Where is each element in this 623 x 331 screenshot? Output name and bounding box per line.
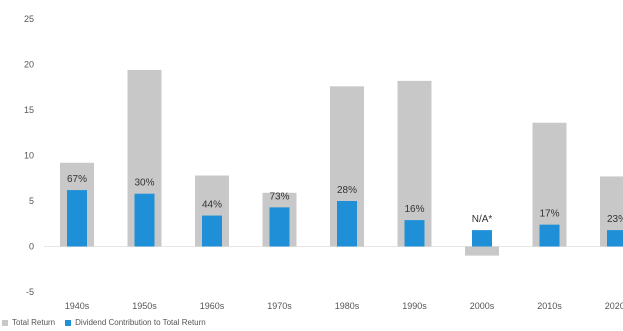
y-tick-label: 25 — [24, 14, 34, 24]
data-label: 73% — [269, 191, 289, 202]
data-label: 17% — [539, 209, 559, 220]
data-label: N/A* — [472, 214, 493, 225]
x-tick-label: 2010s — [537, 301, 562, 311]
bar-dividend — [607, 230, 623, 246]
x-tick-label: 1990s — [402, 301, 427, 311]
x-tick-label: 2000s — [470, 301, 495, 311]
x-tick-label: 1980s — [335, 301, 360, 311]
data-label: 30% — [134, 178, 154, 189]
x-tick-label: 2020s — [605, 301, 623, 311]
legend-label-dividend: Dividend Contribution to Total Return — [75, 318, 206, 327]
data-label: 67% — [67, 174, 87, 185]
legend: Total Return Dividend Contribution to To… — [2, 318, 216, 327]
y-tick-label: -5 — [26, 287, 34, 297]
bar-dividend — [472, 230, 492, 246]
x-tick-label: 1950s — [132, 301, 157, 311]
y-tick-label: 5 — [29, 196, 34, 206]
bar-dividend — [337, 201, 357, 247]
x-tick-label: 1970s — [267, 301, 292, 311]
bar-dividend — [135, 194, 155, 247]
legend-swatch-dividend — [65, 320, 71, 326]
bar-dividend — [67, 190, 87, 246]
y-tick-label: 0 — [29, 242, 34, 252]
data-label: 23% — [607, 214, 623, 225]
legend-item-total-return: Total Return — [2, 318, 55, 327]
legend-swatch-total-return — [2, 320, 8, 326]
legend-label-total-return: Total Return — [12, 318, 55, 327]
x-tick-label: 1960s — [200, 301, 225, 311]
bar-total-return — [465, 247, 499, 256]
y-tick-label: 10 — [24, 151, 34, 161]
y-axis-ticks: 25 20 15 10 5 0 -5 — [24, 14, 34, 297]
x-axis-ticks: 1940s 1950s 1960s 1970s 1980s 1990s 2000s 2010s… — [65, 301, 623, 311]
data-label: 16% — [404, 204, 424, 215]
bar-dividend — [540, 225, 560, 247]
bar-dividend — [405, 220, 425, 246]
bar-dividend — [202, 216, 222, 247]
data-label: 28% — [337, 185, 357, 196]
data-label: 44% — [202, 200, 222, 211]
legend-item-dividend: Dividend Contribution to Total Return — [65, 318, 206, 327]
x-tick-label: 1940s — [65, 301, 90, 311]
y-tick-label: 20 — [24, 60, 34, 70]
y-tick-label: 15 — [24, 105, 34, 115]
bar-dividend — [270, 207, 290, 246]
